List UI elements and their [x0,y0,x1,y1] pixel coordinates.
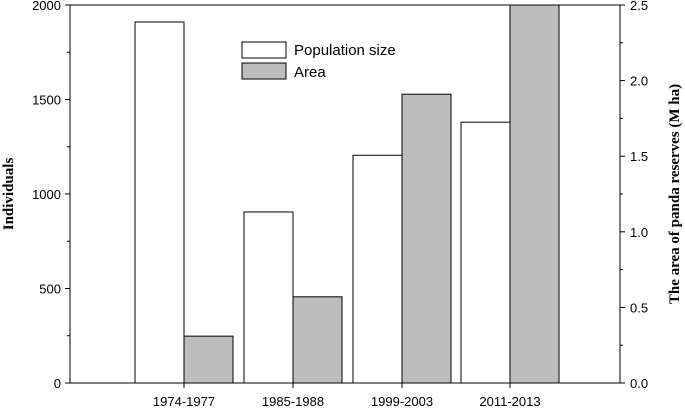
x-axis-ticks: 1974-1977 1985-1988 1999-2003 2011-2013 [153,383,541,409]
right-axis-title: The area of panda reserves (M ha) [667,84,683,304]
right-tick-label: 1.0 [630,225,648,240]
bar-area-1999-2003 [401,93,452,384]
right-tick-label: 0.5 [630,300,648,315]
right-tick-label: 1.5 [630,149,648,164]
legend-swatch-population [241,41,287,59]
left-tick-label: 2000 [32,0,61,13]
left-tick-label: 1500 [32,93,61,108]
legend-label-population: Population size [294,42,396,59]
right-tick-label: 2.5 [630,0,648,13]
x-tick-label: 1985-1988 [262,394,324,409]
bar-population-1999-2003 [352,154,403,384]
left-tick-label: 500 [39,282,61,297]
bar-area-1985-1988 [292,296,343,384]
bar-population-2011-2013 [460,121,511,384]
legend: Population size Area [241,41,396,81]
legend-label-area: Area [294,64,326,81]
left-tick-label: 1000 [32,187,61,202]
x-tick-label: 1999-2003 [371,394,433,409]
left-axis-title: Individuals [1,158,17,231]
x-tick-label: 2011-2013 [479,394,540,409]
bar-area-2011-2013 [509,4,560,384]
x-tick-label: 1974-1977 [153,394,215,409]
bar-area-1974-1977 [183,335,234,384]
bar-population-1974-1977 [134,21,185,384]
right-tick-label: 0.0 [630,376,648,391]
left-axis-ticks: 0 500 1000 1500 2000 [32,0,70,391]
bar-population-1985-1988 [243,211,294,384]
right-axis-ticks: 0.0 0.5 1.0 1.5 2.0 2.5 [620,0,648,391]
legend-swatch-area [241,62,287,80]
right-tick-label: 2.0 [630,74,648,89]
bars-group [134,4,560,384]
left-tick-label: 0 [54,376,61,391]
